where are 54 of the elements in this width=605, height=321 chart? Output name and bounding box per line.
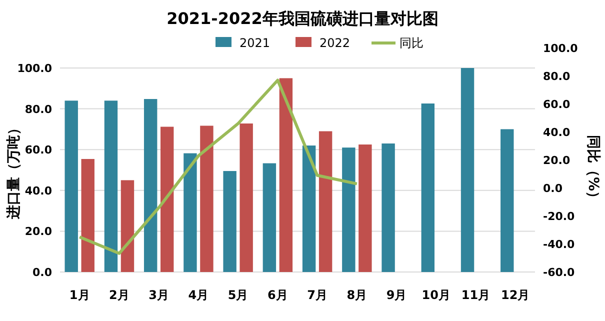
x-tick-label: 4月	[188, 288, 209, 302]
x-tick-label: 3月	[148, 288, 170, 302]
bar	[302, 146, 316, 272]
bar	[382, 143, 395, 272]
y2-tick-label: 40.0	[543, 126, 570, 139]
x-tick-label: 8月	[346, 288, 368, 302]
x-tick-label: 10月	[422, 288, 451, 302]
bar	[262, 163, 276, 272]
bar	[104, 100, 118, 272]
y-tick-label: 60.0	[24, 144, 52, 157]
x-tick-label: 11月	[461, 288, 490, 302]
y2-tick-label: -40.0	[543, 238, 576, 251]
bar	[342, 148, 356, 272]
y2-tick-label: 20.0	[543, 154, 570, 167]
bar	[160, 126, 174, 272]
bar	[223, 171, 236, 272]
bar	[200, 126, 214, 272]
y2-tick-label: 80.0	[543, 70, 570, 83]
bar	[81, 158, 94, 272]
x-tick-label: 12月	[501, 288, 530, 302]
y-tick-label: 40.0	[24, 184, 52, 198]
y2-tick-label: 0.0	[543, 182, 563, 195]
x-tick-label: 2月	[109, 288, 130, 302]
bar	[64, 100, 78, 272]
bar	[318, 131, 332, 272]
bar	[421, 103, 435, 272]
y-axis-title: 进口量（万吨）	[6, 121, 22, 220]
y-tick-label: 20.0	[24, 225, 52, 238]
bar	[460, 68, 474, 272]
y2-axis-title: 同比（%）	[585, 134, 601, 206]
bar	[240, 123, 253, 272]
x-tick-label: 1月	[69, 288, 90, 302]
x-tick-label: 6月	[268, 288, 288, 302]
x-tick-label: 5月	[228, 288, 248, 302]
y2-tick-label: 60.0	[543, 98, 570, 111]
y-tick-label: 80.0	[24, 102, 52, 116]
bar	[358, 144, 372, 272]
legend-label: 2022	[320, 36, 350, 50]
x-tick-label: 7月	[307, 288, 328, 302]
legend-label: 2021	[240, 36, 270, 50]
chart-title: 2021-2022年我国硫磺进口量对比图	[166, 9, 438, 28]
y-tick-label: 100.0	[17, 62, 52, 75]
y2-tick-label: -60.0	[543, 266, 576, 279]
bar	[279, 78, 293, 272]
y2-tick-label: -20.0	[543, 210, 576, 223]
legend-label: 同比	[400, 36, 424, 50]
bar	[144, 99, 158, 272]
y2-tick-label: 100.0	[543, 42, 578, 55]
bar	[120, 180, 134, 272]
bar	[500, 129, 514, 272]
x-tick-label: 9月	[386, 288, 407, 302]
y-tick-label: 0.0	[32, 266, 52, 279]
line-series	[78, 78, 358, 255]
bar	[184, 153, 197, 272]
